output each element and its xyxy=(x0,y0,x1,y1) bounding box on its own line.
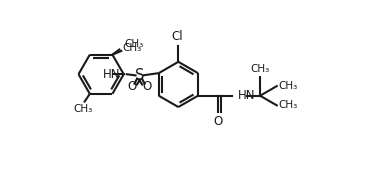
Text: CH₃: CH₃ xyxy=(123,43,142,53)
Text: HN: HN xyxy=(238,89,255,102)
Text: Cl: Cl xyxy=(172,30,183,43)
Text: S: S xyxy=(135,68,144,83)
Text: O: O xyxy=(214,115,223,128)
Text: O: O xyxy=(142,80,152,93)
Text: CH₃: CH₃ xyxy=(74,104,93,114)
Text: HN: HN xyxy=(103,68,120,81)
Text: CH₃: CH₃ xyxy=(251,64,270,74)
Text: CH₃: CH₃ xyxy=(124,39,144,49)
Text: O: O xyxy=(128,80,137,93)
Text: CH₃: CH₃ xyxy=(279,100,298,110)
Text: CH₃: CH₃ xyxy=(279,81,298,91)
